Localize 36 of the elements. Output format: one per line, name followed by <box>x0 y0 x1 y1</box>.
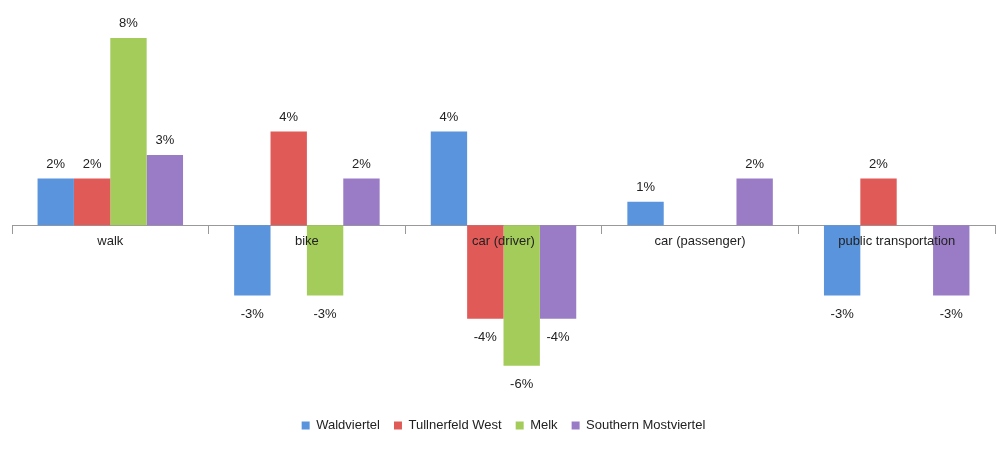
bar <box>343 178 380 226</box>
data-label: -3% <box>830 305 855 321</box>
data-label: 8% <box>119 15 139 31</box>
data-label: -4% <box>546 328 571 344</box>
data-label: -3% <box>240 305 265 321</box>
bar <box>860 178 897 226</box>
bar <box>270 131 307 226</box>
bar <box>430 131 468 226</box>
data-label: 3% <box>155 132 175 148</box>
data-label: 4% <box>439 108 459 124</box>
x-tick-label: walk <box>96 233 124 249</box>
data-label: -3% <box>939 305 964 321</box>
data-label: 2% <box>869 155 889 171</box>
data-label: -3% <box>313 305 338 321</box>
bar <box>234 225 271 296</box>
data-label: 4% <box>279 108 299 124</box>
x-tick-label: bike <box>294 233 319 249</box>
bar <box>73 178 111 226</box>
bar <box>736 178 773 226</box>
data-label: 1% <box>636 178 656 194</box>
data-label: -6% <box>510 375 534 391</box>
legend-label: Waldviertel <box>316 417 381 433</box>
bar <box>146 155 184 226</box>
bar <box>539 225 577 319</box>
data-label: 2% <box>82 155 102 171</box>
data-label: 2% <box>46 155 66 171</box>
bar <box>110 38 147 226</box>
data-label: -4% <box>473 328 498 344</box>
legend-label: Melk <box>530 417 559 433</box>
bar <box>627 201 664 226</box>
data-label: 2% <box>745 155 765 171</box>
data-label: 2% <box>352 155 372 171</box>
x-tick-label: car (passenger) <box>654 233 746 249</box>
legend-label: Tullnerfeld West <box>408 417 503 433</box>
bar <box>37 178 74 226</box>
legend-label: Southern Mostviertel <box>586 417 706 433</box>
